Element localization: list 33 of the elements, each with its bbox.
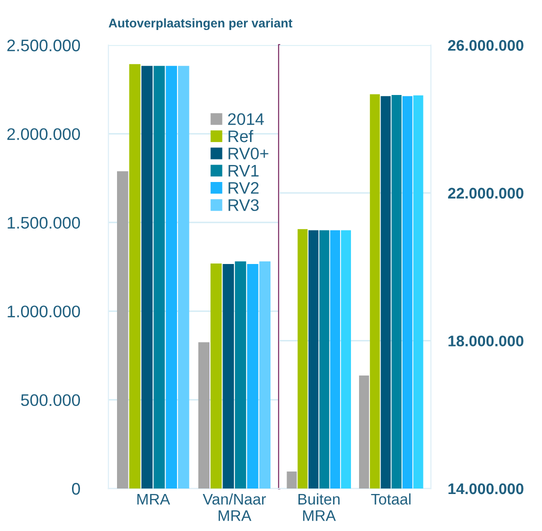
x-tick-label: Totaal [371,493,411,505]
legend-label: RV3 [228,199,259,212]
bar [247,264,258,489]
bar [178,66,190,489]
y2-tick-label: 22.000.000 [448,188,524,199]
y-tick-label: 1.500.000 [8,216,80,229]
legend-label: RV0+ [228,148,268,160]
chart-title: Autoverplaatsingen per variant [108,18,292,30]
bar [154,66,165,489]
y-tick-label: 2.000.000 [7,128,80,140]
y-tick-label: 500.000 [21,394,80,406]
y-tick-label: 2.500.000 [7,40,80,52]
y-tick-label: 0 [72,482,80,495]
bar [117,171,128,489]
legend-label: 2014 [228,113,264,126]
x-tick-label: Buiten MRA [298,493,340,521]
bar [234,261,246,489]
legend-label: RV1 [228,164,259,176]
y2-tick-label: 18.000.000 [448,336,524,346]
legend-label: RV2 [228,182,259,194]
y-tick-label: 1.000.000 [8,306,80,318]
bar [141,66,153,489]
bar [259,261,271,489]
y2-tick-label: 14.000.000 [448,483,524,494]
bar [166,66,178,489]
y2-tick-label: 26.000.000 [448,40,524,51]
legend-label: Ref [228,130,254,142]
bar [210,263,222,489]
bar [129,64,140,489]
x-tick-label: Van/Naar MRA [202,493,266,521]
x-tick-label: MRA [137,494,170,504]
bar [198,342,210,489]
bar [222,264,234,489]
